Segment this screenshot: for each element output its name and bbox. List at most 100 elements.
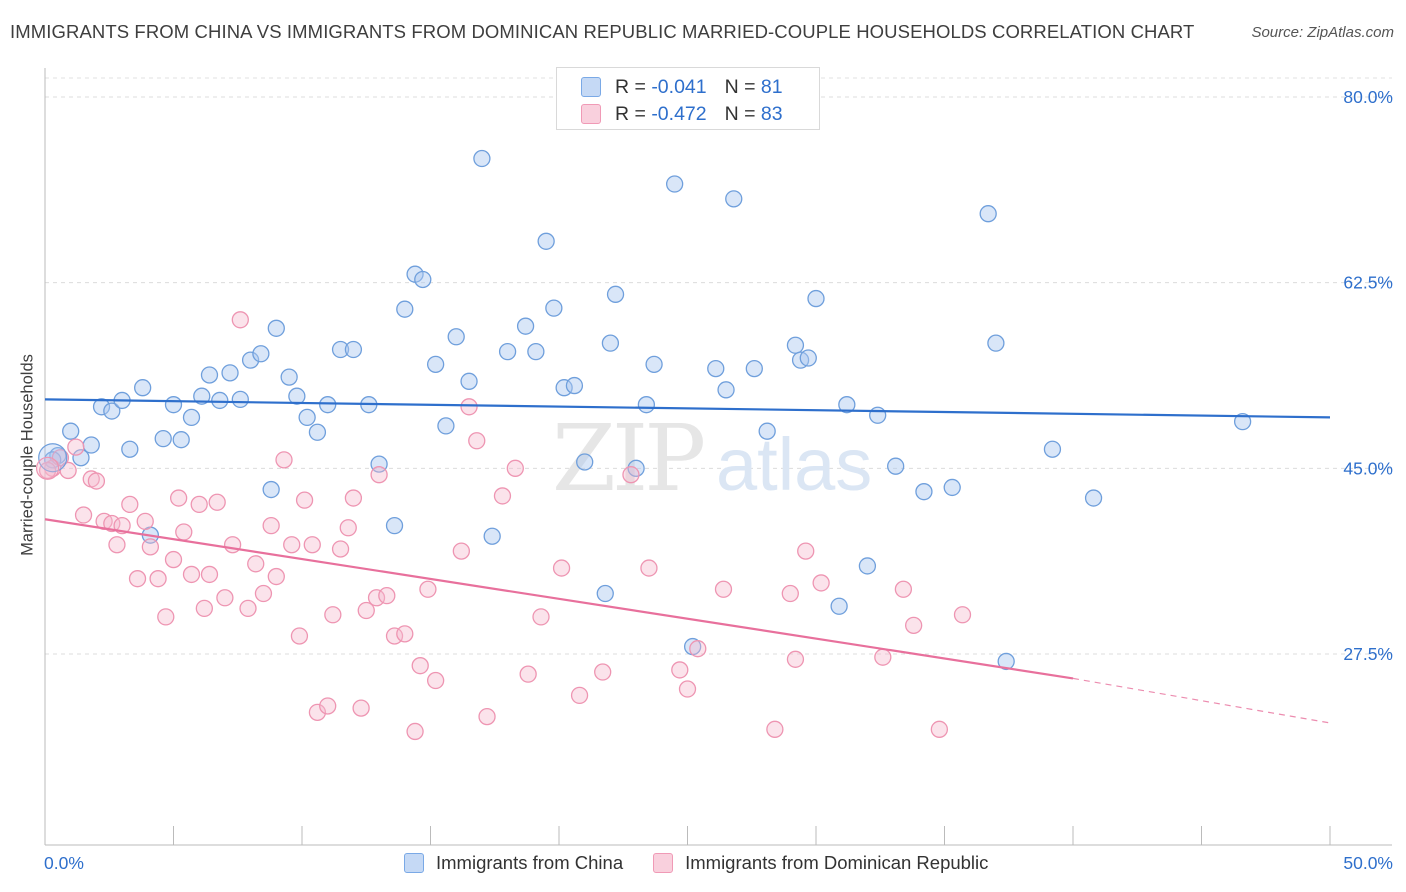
dominican-point — [786, 650, 805, 668]
legend-r-label: R = — [615, 102, 646, 125]
dominican-point — [239, 599, 257, 618]
x-tick-label-min: 0.0% — [44, 853, 84, 873]
dominican-point — [169, 489, 188, 507]
dominican-point — [519, 665, 537, 683]
china-point — [92, 398, 111, 416]
series-legend-label-china: Immigrants from China — [436, 852, 624, 873]
dominican-point — [128, 570, 147, 588]
dominican-point — [290, 627, 309, 645]
dominican-point — [175, 523, 193, 541]
dominican-point — [136, 512, 154, 531]
dominican-point — [493, 487, 512, 505]
legend-n-value-dominican: 83 — [760, 102, 783, 125]
dominican-point — [339, 519, 357, 537]
china-point — [121, 440, 139, 458]
dominican-point — [303, 536, 321, 554]
dominican-point — [275, 451, 293, 469]
china-point — [211, 391, 229, 410]
dominican-point — [149, 570, 167, 588]
china-point — [396, 300, 414, 318]
y-tick-label: 45.0% — [1343, 458, 1393, 478]
legend-swatch-dominican — [581, 104, 601, 124]
china-point — [426, 355, 445, 374]
china-point — [637, 396, 656, 414]
legend-r-value-dominican: -0.472 — [651, 102, 707, 125]
watermark-atlas: atlas — [716, 423, 872, 506]
dominican-point — [396, 625, 414, 643]
dominican-point — [689, 640, 707, 658]
china-point — [943, 478, 961, 497]
legend-row-china: R = -0.041 N = 81 — [581, 74, 783, 100]
correlation-legend: R = -0.041 N = 81 R = -0.472 N = 83 — [556, 67, 820, 130]
tick-labels: 27.5% 45.0% 62.5% 80.0% 0.0% 50.0% — [44, 87, 1393, 873]
dominican-point — [164, 550, 183, 569]
china-point — [807, 289, 825, 308]
china-point — [545, 299, 563, 317]
dominican-point — [714, 580, 733, 598]
dominican-point — [74, 506, 93, 524]
dominican-point — [262, 516, 280, 535]
china-point — [331, 340, 350, 359]
trend-lines — [44, 398, 1331, 724]
dominican-point — [108, 536, 126, 554]
china-point — [221, 364, 239, 382]
china-point — [1084, 489, 1103, 507]
dominican-trend-extension — [1072, 677, 1331, 724]
dominican-point — [195, 599, 213, 618]
y-tick-label: 27.5% — [1343, 644, 1393, 664]
dominican-point — [766, 720, 784, 738]
dominican-point — [812, 574, 830, 592]
china-point — [134, 379, 152, 397]
china-point — [308, 423, 327, 441]
legend-row-dominican: R = -0.472 N = 83 — [581, 101, 783, 127]
china-point — [154, 429, 172, 448]
china-point — [869, 406, 887, 424]
dominican-point — [781, 584, 799, 603]
dominican-point — [594, 663, 612, 681]
china-point — [979, 205, 997, 223]
dominican-point — [552, 559, 571, 577]
legend-r-value-china: -0.041 — [651, 75, 707, 98]
china-point — [606, 285, 625, 303]
dominican-point — [411, 657, 429, 675]
china-point — [344, 340, 363, 359]
china-point — [799, 349, 817, 367]
dominican-point — [182, 565, 201, 584]
dominican-point — [671, 661, 689, 679]
legend-r-label: R = — [615, 75, 646, 98]
china-point — [537, 232, 555, 250]
dominican-point — [452, 542, 470, 560]
china-point — [62, 422, 80, 440]
chart-title: IMMIGRANTS FROM CHINA VS IMMIGRANTS FROM… — [10, 21, 1195, 42]
dominican-point — [141, 538, 160, 556]
china-point — [858, 557, 877, 575]
china-point — [200, 366, 219, 384]
dominican-point — [905, 616, 923, 635]
dominican-point — [894, 580, 913, 598]
china-point — [241, 351, 260, 369]
china-point — [745, 359, 763, 378]
china-point — [231, 390, 249, 409]
dominican-point — [324, 606, 342, 624]
dominican-point — [385, 627, 404, 645]
dominican-point — [308, 703, 327, 722]
china-point — [565, 376, 584, 395]
china-point — [414, 270, 432, 289]
china-point — [527, 342, 545, 361]
dominican-point — [378, 586, 396, 605]
legend-n-value-china: 81 — [760, 75, 783, 98]
china-trend-line — [44, 398, 1331, 419]
dominican-point — [190, 495, 208, 514]
dominican-point — [797, 542, 815, 560]
series-swatch-dominican — [653, 853, 674, 873]
china-point — [280, 368, 298, 386]
dominican-point — [874, 648, 892, 666]
china-point — [319, 396, 337, 414]
china-point — [103, 402, 121, 420]
dominican-point — [357, 601, 375, 620]
china-point — [717, 381, 735, 399]
series-legend-dominican: Immigrants from Dominican Republic — [653, 852, 988, 874]
china-point — [830, 597, 848, 615]
dominican-point — [953, 606, 972, 624]
